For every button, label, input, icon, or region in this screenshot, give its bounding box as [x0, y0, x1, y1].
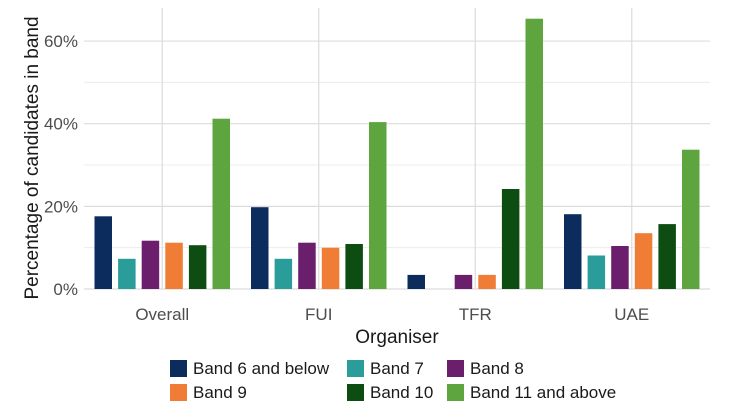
legend-label: Band 6 and below [193, 359, 330, 378]
legend-label: Band 11 and above [470, 383, 616, 402]
legend-swatch [447, 384, 464, 401]
y-tick-label: 0% [53, 280, 78, 299]
legend: Band 6 and below Band 7 Band 8 Band 9 Band 1… [170, 359, 616, 402]
bar [298, 242, 316, 289]
legend-swatch [170, 384, 187, 401]
bar [188, 245, 207, 289]
bar [564, 214, 582, 289]
bar [611, 246, 629, 289]
bar [251, 207, 269, 289]
y-axis-ticks: 0% 20% 40% 60% [44, 32, 78, 299]
bar [274, 258, 293, 289]
bar [407, 274, 425, 289]
legend-label: Band 7 [370, 359, 424, 378]
bars [94, 18, 700, 289]
bar [587, 255, 606, 289]
x-tick-label: FUI [305, 305, 332, 324]
legend-label: Band 8 [470, 359, 524, 378]
bar [478, 274, 496, 289]
legend-swatch [170, 360, 187, 377]
legend-swatch [347, 384, 364, 401]
bar [141, 240, 160, 289]
bar [94, 216, 112, 289]
bar [212, 118, 230, 289]
bar [321, 247, 340, 289]
bar [345, 244, 363, 289]
y-tick-label: 60% [44, 32, 78, 51]
x-tick-label: Overall [135, 305, 189, 324]
bar [369, 122, 387, 289]
bar [658, 224, 676, 289]
x-tick-label: TFR [459, 305, 492, 324]
bar [682, 149, 700, 289]
grid-lines [84, 8, 710, 290]
bar [454, 274, 473, 289]
legend-swatch [347, 360, 364, 377]
legend-label: Band 10 [370, 383, 433, 402]
y-tick-label: 20% [44, 197, 78, 216]
bar [165, 242, 183, 289]
y-tick-label: 40% [44, 115, 78, 134]
x-axis-ticks: Overall FUI TFR UAE [135, 305, 649, 324]
legend-swatch [447, 360, 464, 377]
y-axis-title: Percentage of candidates in band [22, 16, 43, 299]
bar [501, 189, 520, 289]
x-tick-label: UAE [614, 305, 649, 324]
bar [634, 233, 653, 289]
legend-label: Band 9 [193, 383, 247, 402]
x-axis-title: Organiser [355, 327, 439, 348]
bar [118, 258, 136, 289]
bar [525, 18, 543, 289]
